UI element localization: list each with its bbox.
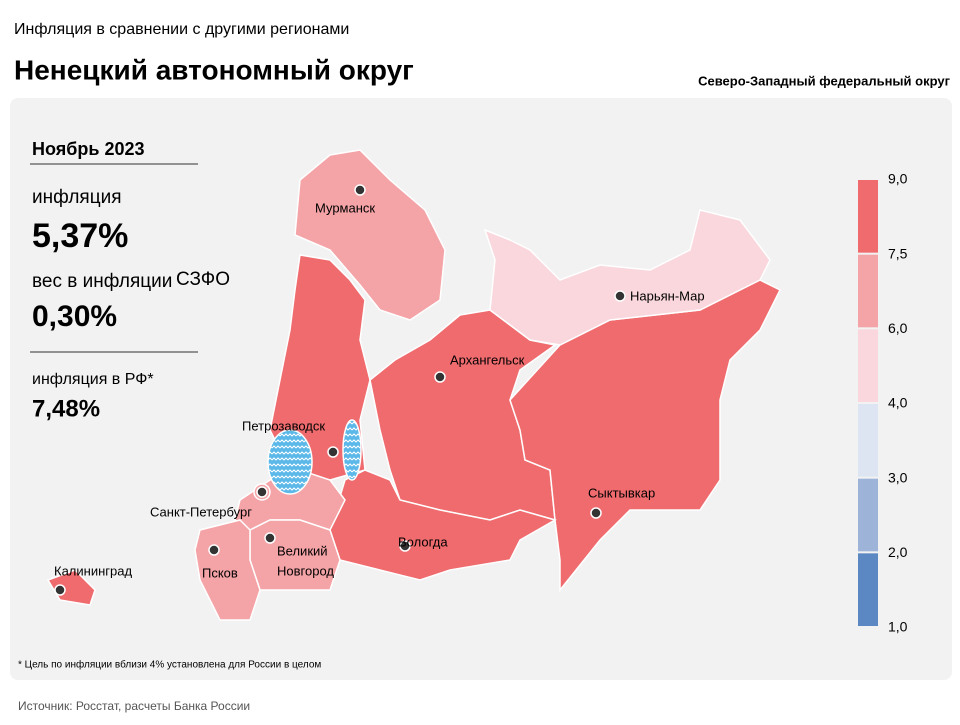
legend-tick-label: 9,0 — [888, 171, 908, 187]
legend-swatch — [858, 180, 878, 253]
lake — [342, 419, 362, 481]
inflation-label: инфляция — [32, 187, 121, 208]
city-dot — [256, 486, 268, 498]
inflation-value: 5,37% — [32, 217, 128, 255]
legend-swatch — [858, 254, 878, 328]
city-label: Санкт-Петербург — [150, 504, 252, 519]
city-label: Псков — [202, 565, 238, 580]
city-label: Вологда — [398, 534, 448, 549]
region — [46, 569, 96, 606]
legend-tick-label: 6,0 — [888, 320, 908, 336]
city-dot — [614, 290, 626, 302]
city-label: Калининград — [54, 563, 132, 578]
city-dot — [590, 507, 602, 519]
cities: Мурманск Нарьян-Мар Архангельск Петрозаводс… — [54, 184, 705, 596]
city-dot — [54, 584, 66, 596]
city-label: Сыктывкар — [588, 485, 655, 500]
city-dot — [208, 544, 220, 556]
weight-value: 0,30% — [32, 300, 117, 333]
legend-tick-label: 4,0 — [888, 395, 908, 411]
legend-swatch — [858, 404, 878, 477]
city-dot — [399, 540, 411, 552]
region — [483, 209, 771, 346]
city-dot — [264, 532, 276, 544]
city-label: Мурманск — [315, 200, 375, 215]
period: Ноябрь 2023 — [32, 139, 144, 159]
weight-label: вес в инфляции — [32, 271, 172, 292]
city-dot — [434, 371, 446, 383]
legend-tick-label: 2,0 — [888, 544, 908, 560]
city-label: Великий — [277, 543, 328, 558]
legend: 9,0 7,5 6,0 4,0 3,0 2,0 1,0 — [858, 171, 908, 635]
source: Источник: Росстат, расчеты Банка России — [18, 699, 250, 713]
district: Северо-Западный федеральный округ — [698, 73, 950, 88]
lake — [267, 429, 313, 495]
city-label: Петрозаводск — [242, 418, 325, 433]
legend-tick-label: 3,0 — [888, 469, 908, 485]
city-dot — [327, 446, 339, 458]
legend-tick-label: 7,5 — [888, 245, 908, 261]
rf-label: инфляция в РФ* — [32, 371, 154, 388]
legend-swatch — [858, 553, 878, 626]
title: Ненецкий автономный округ — [14, 54, 414, 85]
legend-tick-label: 1,0 — [888, 619, 908, 635]
footnote: * Цель по инфляции вблизи 4% установлена… — [18, 659, 321, 671]
rf-value: 7,48% — [32, 395, 100, 422]
city-label: Нарьян-Мар — [630, 288, 705, 303]
legend-swatch — [858, 478, 878, 552]
city-label: Новгород — [277, 563, 334, 578]
region — [294, 149, 446, 321]
city-dot — [354, 184, 366, 196]
region — [329, 469, 557, 581]
weight-district: СЗФО — [176, 269, 230, 290]
city-label: Архангельск — [450, 352, 525, 367]
kicker: Инфляция в сравнении с другими регионами — [14, 21, 349, 38]
map — [46, 149, 782, 621]
legend-swatch — [858, 329, 878, 402]
